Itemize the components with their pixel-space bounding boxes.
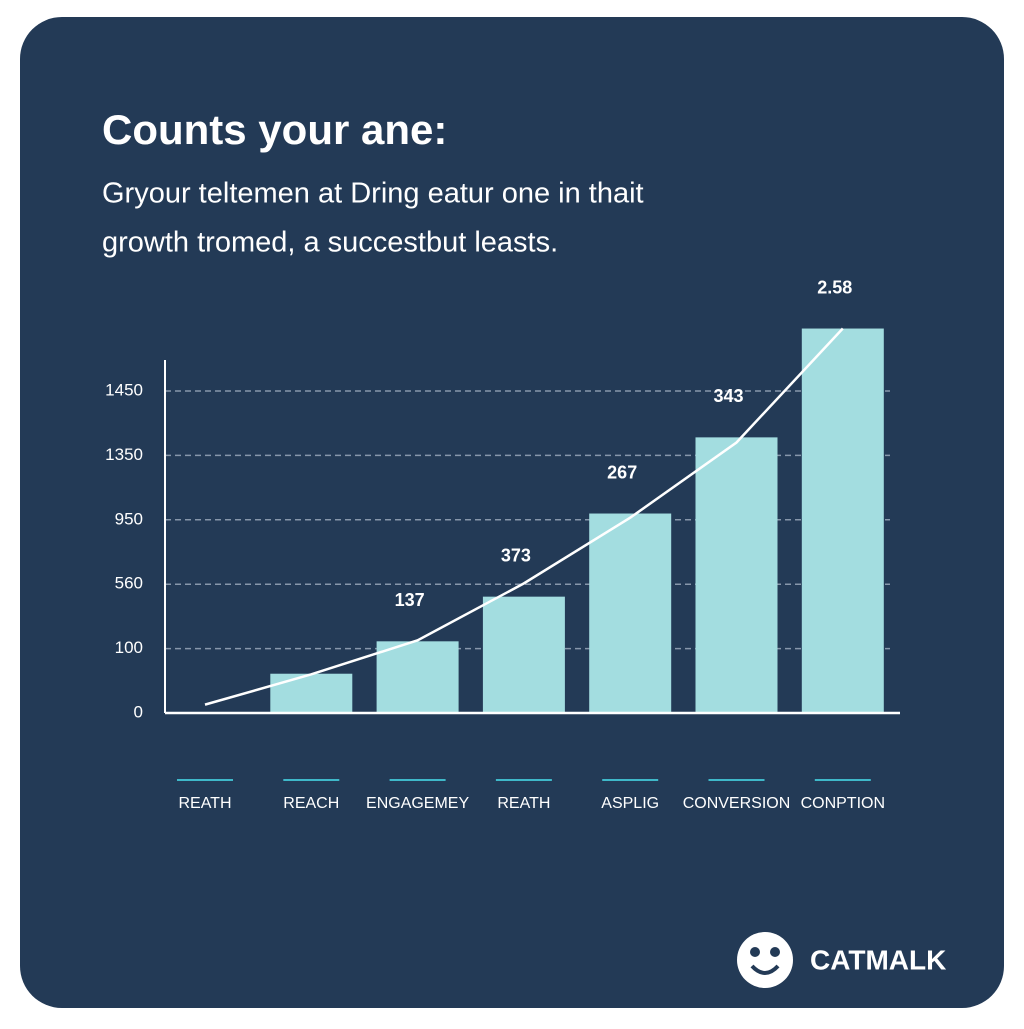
bar: [482, 596, 565, 713]
logo: [737, 932, 793, 988]
bar-label: 373: [501, 545, 531, 565]
x-tick-label: REATH: [178, 795, 231, 812]
bar: [270, 673, 353, 713]
bar-label: 137: [395, 590, 425, 610]
x-tick-label: CONPTION: [801, 795, 885, 812]
y-tick-label: 100: [115, 638, 143, 657]
y-tick-label: 0: [134, 702, 143, 721]
bar: [376, 641, 459, 713]
bar: [695, 437, 778, 713]
y-tick-label: 1450: [105, 380, 143, 399]
card: [20, 17, 1004, 1008]
x-tick-label: ASPLIG: [601, 795, 659, 812]
x-tick-label: ENGAGEMEY: [366, 795, 469, 812]
bar-label: 267: [607, 462, 637, 482]
chart-title: Counts your ane:: [102, 106, 447, 153]
bar: [589, 513, 672, 713]
y-tick-label: 1350: [105, 445, 143, 464]
x-tick-label: CONVERSION: [683, 795, 791, 812]
bar: [801, 328, 884, 713]
subtitle: growth tromed, a succestbut leasts.: [102, 227, 558, 259]
subtitle: Gryour teltemen at Dring eatur one in th…: [102, 178, 644, 210]
trend-line: [204, 327, 844, 706]
y-tick-label: 560: [115, 574, 143, 593]
brand: CATMALK: [810, 944, 946, 975]
x-tick-label: REATH: [497, 795, 550, 812]
y-tick-label: 950: [115, 509, 143, 528]
bar-label: 2.58: [817, 277, 852, 297]
bar-label: 343: [713, 386, 743, 406]
x-tick-label: REACH: [283, 795, 339, 812]
